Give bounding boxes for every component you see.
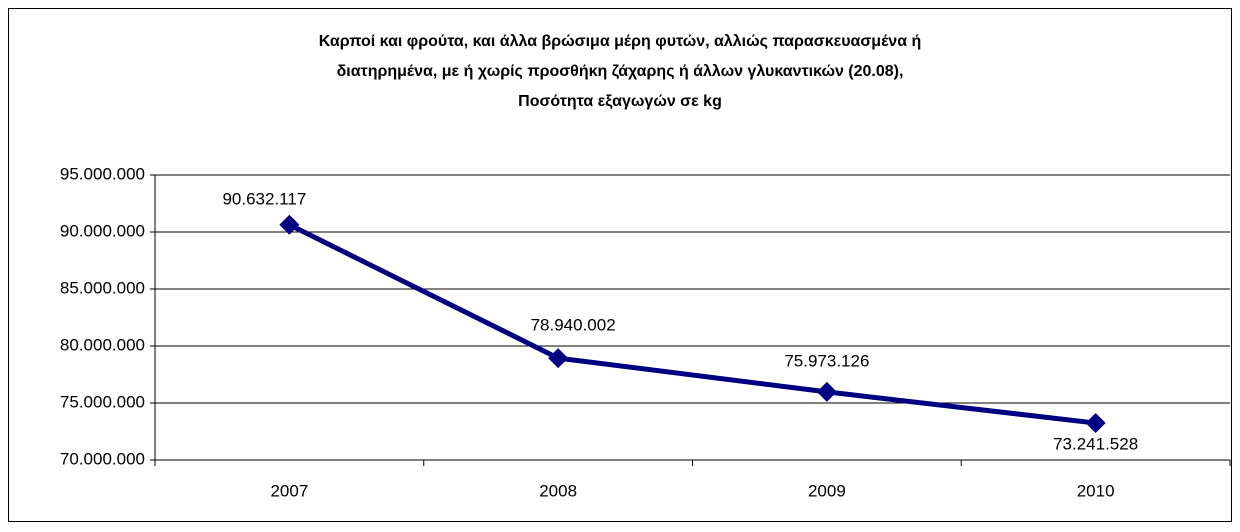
data-label: 90.632.117	[222, 189, 306, 208]
chart-title: διατηρημένα, με ή χωρίς προσθήκη ζάχαρης…	[337, 63, 904, 80]
data-label: 73.241.528	[1053, 435, 1138, 454]
chart-title: Καρποί και φρούτα, και άλλα βρώσιμα μέρη…	[319, 33, 922, 50]
data-label: 78.940.002	[531, 316, 616, 335]
data-label: 75.973.126	[784, 351, 869, 370]
marker	[816, 381, 837, 402]
x-tick-label: 2008	[539, 481, 577, 500]
y-tick-label: 75.000.000	[60, 392, 145, 411]
marker	[1085, 413, 1106, 434]
chart-border	[8, 8, 1232, 522]
y-tick-label: 90.000.000	[60, 221, 145, 240]
marker	[548, 348, 569, 369]
y-tick-label: 85.000.000	[60, 278, 145, 297]
y-tick-label: 80.000.000	[60, 335, 145, 354]
x-tick-label: 2009	[808, 481, 846, 500]
chart-title: Ποσότητα εξαγωγών σε kg	[518, 93, 722, 110]
y-tick-label: 95.000.000	[60, 164, 145, 183]
x-tick-label: 2007	[270, 481, 308, 500]
line	[288, 222, 1096, 426]
y-tick-label: 70.000.000	[60, 449, 145, 468]
x-tick-label: 2010	[1077, 481, 1115, 500]
marker	[279, 214, 300, 235]
